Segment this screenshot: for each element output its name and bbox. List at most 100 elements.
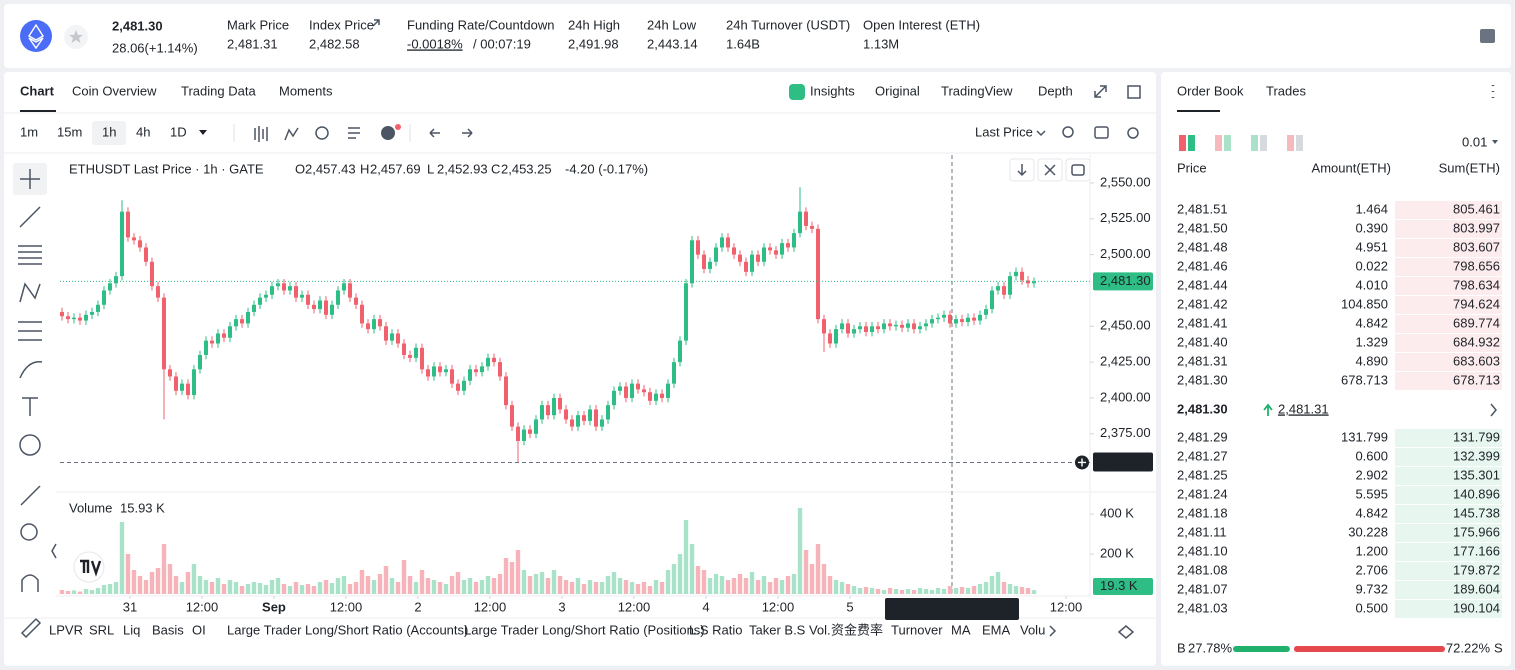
book-price[interactable]: 2,481.46 <box>1177 258 1228 273</box>
stat-value: 2,482.58 <box>309 36 360 51</box>
search-icon[interactable] <box>1062 126 1074 138</box>
collapse-icon[interactable] <box>51 543 57 559</box>
layout-both[interactable] <box>1179 135 1186 151</box>
interval[interactable]: 4h <box>136 124 150 139</box>
volume-bar <box>323 580 329 594</box>
book-price[interactable]: 2,481.50 <box>1177 220 1228 235</box>
candle-type-icon[interactable] <box>254 126 268 142</box>
book-price[interactable]: 2,481.27 <box>1177 448 1228 463</box>
indicator-tab[interactable]: Turnover <box>891 622 943 637</box>
emoji-tool[interactable] <box>19 434 41 456</box>
settings-icon[interactable] <box>1127 127 1139 139</box>
tab[interactable]: Trading Data <box>181 83 256 98</box>
candle-body <box>509 405 514 427</box>
layout-asks[interactable] <box>1287 135 1294 151</box>
volume-bar <box>707 578 713 594</box>
settings-icon[interactable] <box>1117 625 1135 639</box>
book-price[interactable]: 2,481.40 <box>1177 334 1228 349</box>
view-tab[interactable]: TradingView <box>941 83 1013 98</box>
book-price[interactable]: 2,481.10 <box>1177 543 1228 558</box>
indicator-tab[interactable]: Taker B.S Vol. <box>749 622 831 637</box>
expand-icon[interactable] <box>1094 85 1107 98</box>
candle-body <box>954 319 959 324</box>
dropdown-icon[interactable] <box>1492 140 1498 144</box>
layout-bids[interactable] <box>1251 135 1258 151</box>
magnet-tool[interactable] <box>21 574 39 592</box>
indicator-tab[interactable]: Basis <box>152 622 184 637</box>
book-icon[interactable] <box>1480 29 1495 43</box>
undo-icon[interactable] <box>429 128 440 138</box>
book-tab[interactable]: Order Book <box>1177 83 1244 98</box>
view-tab[interactable]: Insights <box>810 83 855 98</box>
projection-tool[interactable] <box>18 321 42 341</box>
camera-icon[interactable] <box>1094 126 1109 139</box>
book-price[interactable]: 2,481.41 <box>1177 315 1228 330</box>
book-price[interactable]: 2,481.44 <box>1177 277 1228 292</box>
template-icon[interactable] <box>348 127 360 139</box>
book-tab[interactable]: Trades <box>1266 83 1306 98</box>
brush-tool[interactable] <box>19 361 43 379</box>
book-price[interactable]: 2,481.29 <box>1177 429 1228 444</box>
book-price[interactable]: 2,481.24 <box>1177 486 1228 501</box>
indicator-icon[interactable] <box>284 127 299 141</box>
fullscreen-button[interactable] <box>1065 158 1091 182</box>
volume-bar <box>941 589 947 594</box>
tab[interactable]: Moments <box>279 83 333 98</box>
window-icon[interactable] <box>1127 85 1141 99</box>
ohlc-value: 2,457.69 <box>370 161 421 176</box>
redo-icon[interactable] <box>462 128 473 138</box>
ruler-tool[interactable] <box>20 485 41 506</box>
indicator-tab[interactable]: SRL <box>89 622 114 637</box>
indicator-tab[interactable]: Large Trader Long/Short Ratio (Accounts) <box>227 622 468 637</box>
price-type[interactable]: Last Price <box>975 124 1033 139</box>
dropdown-icon[interactable] <box>199 130 207 135</box>
indicator-tab[interactable]: LPVR <box>49 622 83 637</box>
tab[interactable]: Chart <box>20 83 55 98</box>
book-price[interactable]: 2,481.03 <box>1177 600 1228 615</box>
precision[interactable]: 0.01 <box>1462 134 1487 149</box>
book-price[interactable]: 2,481.51 <box>1177 201 1228 216</box>
candle-body <box>714 247 719 262</box>
book-sum: 131.799 <box>1453 429 1500 444</box>
indicator-tab[interactable]: OI <box>192 622 206 637</box>
indicator-tab[interactable]: EMA <box>982 622 1011 637</box>
volume-bar <box>827 576 833 594</box>
fib-tool[interactable] <box>18 245 42 265</box>
indicator-tab[interactable]: MA <box>951 622 971 637</box>
interval[interactable]: 1h <box>102 124 116 139</box>
indicator-tab[interactable]: Volu <box>1020 622 1045 637</box>
zoom-tool[interactable] <box>20 523 38 541</box>
replay-icon[interactable] <box>315 126 329 140</box>
book-price[interactable]: 2,481.08 <box>1177 562 1228 577</box>
interval[interactable]: 15m <box>57 124 82 139</box>
pattern-tool[interactable] <box>19 282 41 303</box>
indicator-tab[interactable]: 资金费率 <box>831 622 883 637</box>
book-price[interactable]: 2,481.25 <box>1177 467 1228 482</box>
text-tool[interactable] <box>22 397 38 416</box>
candle-body <box>918 326 923 330</box>
volume-bar <box>179 582 185 594</box>
layout-icon[interactable] <box>1215 135 1222 151</box>
book-price[interactable]: 2,481.30 <box>1177 372 1228 387</box>
book-price[interactable]: 2,481.42 <box>1177 296 1228 311</box>
view-tab[interactable]: Depth <box>1038 83 1073 98</box>
interval[interactable]: 1m <box>20 124 38 139</box>
add-icon[interactable] <box>381 126 395 140</box>
book-price[interactable]: 2,481.11 <box>1177 524 1227 539</box>
more-icon[interactable] <box>1049 625 1057 637</box>
book-price[interactable]: 2,481.18 <box>1177 505 1228 520</box>
book-price[interactable]: 2,481.48 <box>1177 239 1228 254</box>
pen-tool[interactable] <box>20 617 42 639</box>
indicator-tab[interactable]: L.S Ratio <box>689 622 742 637</box>
book-price[interactable]: 2,481.07 <box>1177 581 1228 596</box>
view-tab[interactable]: Original <box>875 83 920 98</box>
indicator-tab[interactable]: Liq <box>123 622 140 637</box>
tab[interactable]: Coin Overview <box>72 83 157 98</box>
interval[interactable]: 1D <box>170 124 187 139</box>
indicator-tab[interactable]: Large Trader Long/Short Ratio (Positions… <box>464 622 705 637</box>
book-price[interactable]: 2,481.31 <box>1177 353 1228 368</box>
dropdown-icon[interactable] <box>1036 130 1046 137</box>
line-tool[interactable] <box>19 206 41 228</box>
crosshair-tool[interactable] <box>20 169 40 189</box>
more-icon[interactable] <box>1490 403 1497 417</box>
